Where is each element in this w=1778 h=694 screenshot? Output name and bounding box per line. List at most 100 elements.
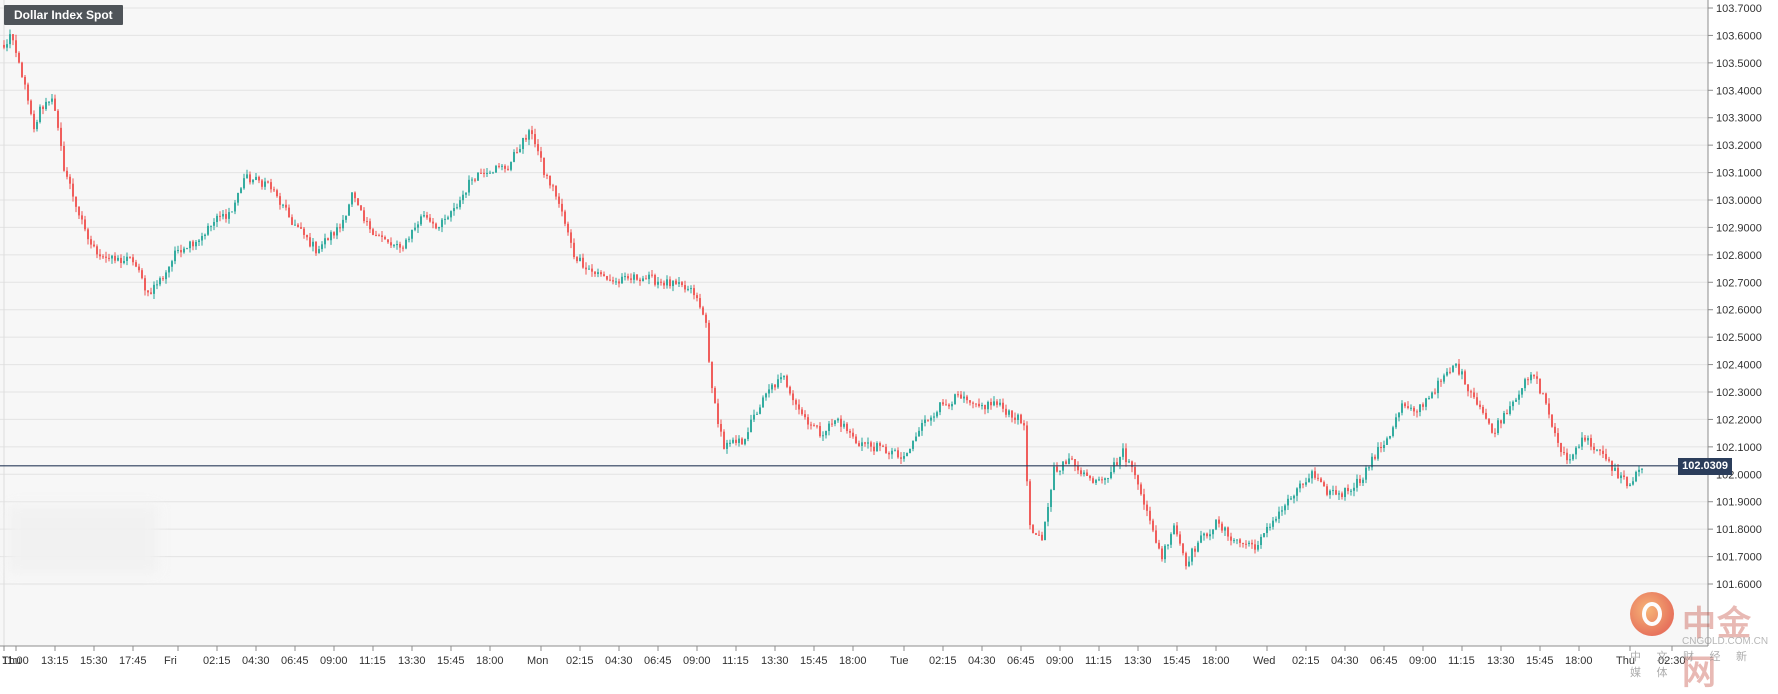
candle-body [159,278,161,285]
candle-body [33,113,35,130]
candle-body [678,282,680,284]
candle-body [1362,479,1364,483]
candle-body [1290,498,1292,500]
candle-body [1317,477,1319,479]
x-tick-label: 11:15 [1448,655,1475,667]
candle-body [81,215,83,220]
candle-body [1509,406,1511,414]
x-tick-label: 02:15 [1292,655,1320,667]
candle-body [27,84,29,101]
candle-body [186,248,188,250]
candle-body [69,176,71,184]
candle-body [390,242,392,246]
candle-body [660,281,662,283]
candle-body [855,436,857,444]
candle-body [36,122,38,130]
candle-body [492,172,494,174]
watermark-tagline: 中 文 财 经 新 媒 体 [1630,650,1753,679]
candle-body [993,401,995,406]
candle-body [1215,519,1217,530]
candle-body [1122,448,1124,457]
candle-body [1419,404,1421,413]
candle-body [1341,493,1343,497]
candle-body [990,401,992,406]
candle-body [837,418,839,421]
candle-body [474,179,476,181]
candle-body [384,236,386,240]
x-tick-label: 11:15 [1085,655,1112,667]
candle-body [429,217,431,222]
candle-body [693,288,695,296]
candle-body [1107,478,1109,480]
candle-body [549,175,551,186]
candle-body [1047,506,1049,522]
candlestick-chart-svg[interactable]: 103.7000 103.6000 103.5000 103.4000 103.3000… [0,0,1778,668]
candle-body [285,204,287,208]
candle-body [105,256,107,258]
candle-body [30,100,32,114]
candle-body [552,185,554,187]
candle-body [1608,459,1610,461]
candle-body [942,402,944,405]
candle-body [1434,392,1436,394]
candle-body [135,262,137,267]
candle-body [1074,459,1076,467]
candle-body [702,307,704,315]
candle-body [609,279,611,281]
candle-body [57,110,59,128]
candle-body [129,256,131,258]
candle-body [354,192,356,199]
candle-body [537,144,539,152]
candle-body [1620,475,1622,479]
candle-body [624,276,626,278]
y-tick-label: 102.8000 [1716,250,1762,262]
candle-body [60,127,62,146]
y-tick-label: 102.3000 [1716,387,1762,399]
candle-body [342,219,344,229]
candle-body [528,130,530,140]
candle-body [180,250,182,253]
candle-body [63,145,65,171]
candle-body [843,423,845,427]
candle-body [636,274,638,280]
candle-body [867,442,869,444]
candle-body [969,400,971,403]
candle-body [864,442,866,444]
candle-body [1284,505,1286,511]
x-tick-label: 13:30 [1124,655,1152,667]
candle-body [1299,483,1301,489]
candle-body [927,419,929,421]
candle-body [996,401,998,405]
candle-body [1182,543,1184,554]
candle-body [1461,371,1463,375]
candle-body [486,173,488,175]
candle-body [102,256,104,258]
candle-body [1248,542,1250,545]
candle-body [165,272,167,280]
watermark-logo-icon [1630,592,1674,636]
candle-body [873,446,875,452]
candle-body [1020,414,1022,424]
dollar-index-chart[interactable]: 103.7000 103.6000 103.5000 103.4000 103.3000… [0,0,1778,668]
x-tick-label: Fri [164,655,177,667]
x-tick-label: 02:30 [1658,655,1686,667]
candle-body [690,288,692,290]
candle-body [831,423,833,425]
candle-body [1578,446,1580,448]
x-tick-label: 13:30 [1487,655,1515,667]
candle-body [1050,489,1052,507]
candle-body [1530,374,1532,381]
candle-body [501,165,503,167]
candle-body [567,223,569,233]
candle-body [657,281,659,285]
y-tick-label: 103.4000 [1716,85,1762,97]
candle-body [1233,540,1235,542]
candle-body [1569,459,1571,461]
candle-body [1338,493,1340,495]
candle-body [588,268,590,270]
candle-body [939,402,941,413]
candle-body [1452,365,1454,372]
candle-body [1440,380,1442,382]
candle-body [666,279,668,286]
candle-body [795,400,797,405]
